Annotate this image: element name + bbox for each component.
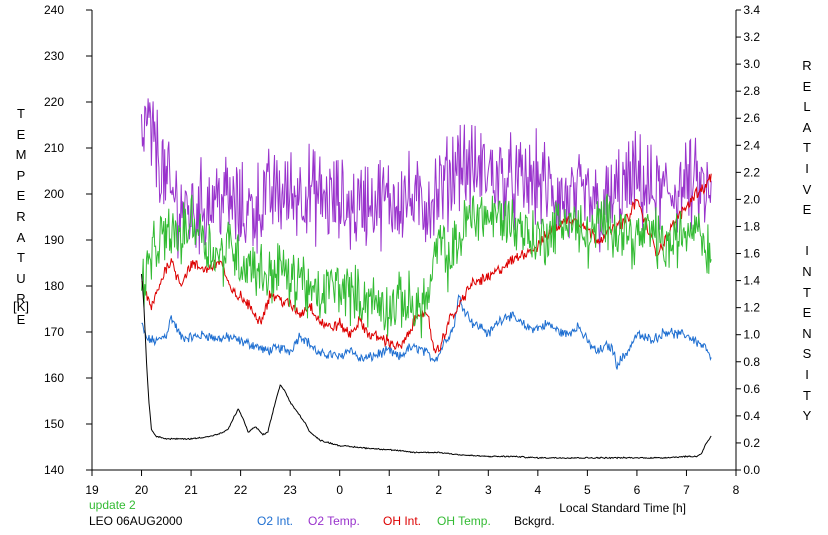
right-axis-label-letter: T bbox=[803, 140, 811, 156]
right-tick-label: 1.8 bbox=[743, 219, 760, 233]
left-tick-label: 240 bbox=[44, 3, 64, 17]
right-axis-label-letter: T bbox=[803, 387, 811, 403]
x-tick-label: 23 bbox=[283, 483, 297, 497]
left-axis-label-letter: E bbox=[16, 126, 26, 142]
right-axis-label-letter: R bbox=[802, 58, 812, 73]
right-tick-label: 1.0 bbox=[743, 328, 760, 342]
left-tick-label: 170 bbox=[44, 325, 64, 339]
right-tick-label: 0.8 bbox=[743, 355, 760, 369]
right-axis-label-letter: I bbox=[805, 243, 809, 259]
series-line-oh-temp bbox=[141, 193, 712, 339]
right-axis-label-letter: N bbox=[802, 325, 812, 341]
right-axis-label-letter: T bbox=[803, 284, 811, 300]
legend-entry: O2 Temp. bbox=[308, 514, 360, 528]
left-axis-ticks: 140 150 160 170 180 190 200 210 220 230 240 bbox=[44, 3, 92, 477]
right-tick-label: 2.8 bbox=[743, 84, 760, 98]
x-tick-label: 1 bbox=[386, 483, 393, 497]
legend-entry: Bckgrd. bbox=[514, 514, 555, 528]
right-axis-label-letter: I bbox=[805, 366, 809, 382]
left-tick-label: 160 bbox=[44, 371, 64, 385]
left-tick-label: 210 bbox=[44, 141, 64, 155]
series-layer bbox=[141, 98, 712, 460]
right-tick-label: 0.2 bbox=[743, 436, 760, 450]
right-axis-label-letter: E bbox=[802, 78, 812, 94]
site-date-label: LEO 06AUG2000 bbox=[89, 514, 183, 528]
left-axis-label-letter: E bbox=[16, 311, 26, 327]
right-tick-label: 1.2 bbox=[743, 301, 760, 315]
right-axis-label-letter: E bbox=[802, 305, 812, 321]
right-axis-label-letter: N bbox=[802, 263, 812, 279]
legend-entry: OH Temp. bbox=[437, 514, 491, 528]
left-axis-label-letter: R bbox=[16, 291, 26, 307]
x-tick-label: 4 bbox=[535, 483, 542, 497]
series-line-bckgrd bbox=[141, 273, 712, 460]
left-axis-label-letter: R bbox=[16, 208, 26, 224]
x-tick-label: 22 bbox=[234, 483, 248, 497]
left-tick-label: 190 bbox=[44, 233, 64, 247]
right-axis-label-letter: V bbox=[802, 181, 812, 197]
right-tick-label: 3.2 bbox=[743, 30, 760, 44]
right-axis-label-letter bbox=[797, 221, 817, 242]
series-line-o2-temp bbox=[141, 98, 712, 259]
right-tick-label: 1.6 bbox=[743, 247, 760, 261]
x-tick-label: 2 bbox=[435, 483, 442, 497]
right-axis-label-letter: A bbox=[802, 119, 812, 135]
x-axis-label: Local Standard Time [h] bbox=[559, 501, 686, 515]
right-axis-label-letter: L bbox=[803, 99, 811, 115]
right-axis-label-letter: S bbox=[802, 346, 812, 362]
x-tick-label: 19 bbox=[85, 483, 99, 497]
update-label: update 2 bbox=[89, 498, 136, 512]
right-tick-label: 3.0 bbox=[743, 57, 760, 71]
left-axis-label-letter: P bbox=[16, 167, 26, 183]
right-tick-label: 1.4 bbox=[743, 274, 760, 288]
left-tick-label: 220 bbox=[44, 95, 64, 109]
left-tick-label: 180 bbox=[44, 279, 64, 293]
left-axis-label-letter: T bbox=[17, 106, 25, 121]
left-tick-label: 200 bbox=[44, 187, 64, 201]
right-tick-label: 2.6 bbox=[743, 111, 760, 125]
right-tick-label: 2.4 bbox=[743, 138, 760, 152]
right-tick-label: 0.0 bbox=[743, 463, 760, 477]
right-tick-label: 3.4 bbox=[743, 3, 760, 17]
left-axis-label-letter: A bbox=[16, 229, 26, 245]
left-tick-label: 140 bbox=[44, 463, 64, 477]
left-tick-label: 150 bbox=[44, 417, 64, 431]
right-tick-label: 0.6 bbox=[743, 382, 760, 396]
right-axis-label-letter: Y bbox=[802, 408, 812, 424]
x-tick-label: 5 bbox=[584, 483, 591, 497]
legend-entry: O2 Int. bbox=[257, 514, 294, 528]
right-tick-label: 0.4 bbox=[743, 409, 760, 423]
x-tick-label: 21 bbox=[184, 483, 198, 497]
left-axis-label-letter: E bbox=[16, 188, 26, 204]
x-tick-label: 20 bbox=[135, 483, 149, 497]
series-line-o2-int bbox=[141, 294, 712, 370]
left-axis-label-letter: U bbox=[16, 270, 26, 286]
right-tick-label: 2.2 bbox=[743, 165, 760, 179]
x-tick-label: 6 bbox=[634, 483, 641, 497]
right-axis-label-letter: I bbox=[805, 160, 809, 176]
left-axis-label-letter: T bbox=[17, 250, 25, 266]
x-tick-label: 0 bbox=[336, 483, 343, 497]
right-axis-ticks: 0.0 0.2 0.4 0.6 0.8 1.0 1.2 1.4 1.6 1.8 2.0 2.2 2.4 2… bbox=[736, 3, 760, 477]
x-axis-ticks: 19 20 21 22 23 0 1 2 3 4 5 6 7 8 bbox=[85, 470, 740, 497]
left-axis-label-letter: M bbox=[15, 147, 27, 163]
x-tick-label: 3 bbox=[485, 483, 492, 497]
right-axis-label-letter: E bbox=[802, 202, 812, 218]
legend-entry: OH Int. bbox=[383, 514, 422, 528]
right-tick-label: 2.0 bbox=[743, 192, 760, 206]
x-tick-label: 7 bbox=[683, 483, 690, 497]
left-tick-label: 230 bbox=[44, 49, 64, 63]
x-tick-label: 8 bbox=[733, 483, 740, 497]
left-axis-unit: [K] bbox=[13, 299, 29, 314]
